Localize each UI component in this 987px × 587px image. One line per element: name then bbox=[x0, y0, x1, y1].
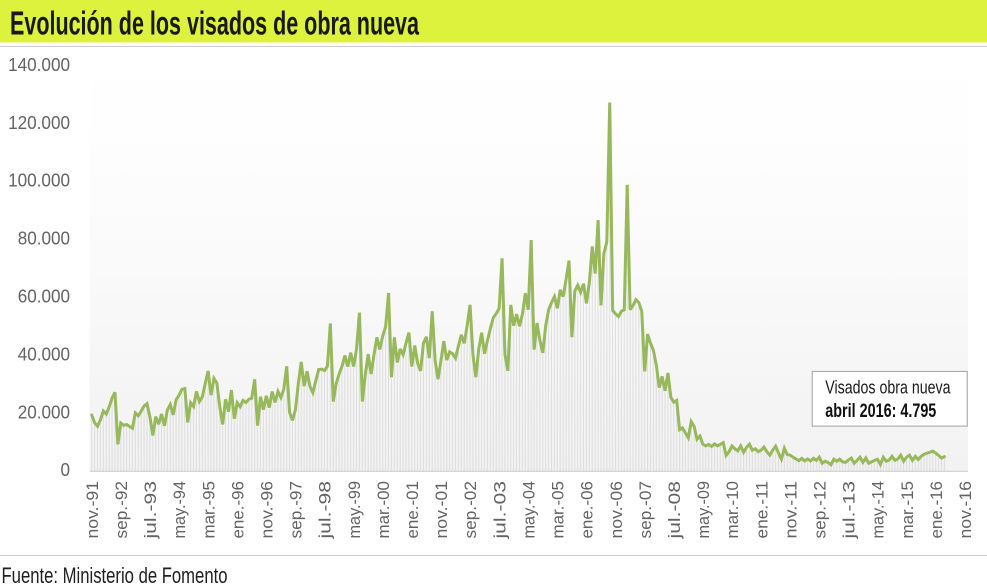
svg-text:ene.-06: ene.-06 bbox=[578, 481, 597, 539]
svg-text:nov.-01: nov.-01 bbox=[432, 481, 451, 539]
svg-text:Visados obra nueva: Visados obra nueva bbox=[825, 377, 951, 397]
svg-text:sep.-12: sep.-12 bbox=[811, 481, 830, 539]
svg-text:may.-04: may.-04 bbox=[519, 481, 538, 539]
svg-text:jul.-13: jul.-13 bbox=[840, 481, 859, 540]
svg-text:may.-94: may.-94 bbox=[170, 481, 189, 539]
svg-text:120.000: 120.000 bbox=[8, 112, 70, 133]
svg-text:ene.-16: ene.-16 bbox=[927, 481, 946, 539]
svg-text:nov.-91: nov.-91 bbox=[83, 481, 102, 539]
svg-text:100.000: 100.000 bbox=[8, 170, 70, 191]
svg-text:may.-14: may.-14 bbox=[869, 481, 888, 539]
svg-text:nov.-96: nov.-96 bbox=[258, 481, 277, 539]
svg-text:80.000: 80.000 bbox=[18, 228, 70, 249]
svg-text:40.000: 40.000 bbox=[18, 343, 70, 364]
svg-text:mar.-15: mar.-15 bbox=[898, 481, 917, 539]
svg-text:ene.-11: ene.-11 bbox=[752, 481, 771, 539]
svg-text:0: 0 bbox=[61, 459, 71, 480]
svg-text:sep.-97: sep.-97 bbox=[287, 481, 306, 539]
svg-text:mar.-05: mar.-05 bbox=[549, 481, 568, 539]
svg-text:jul.-08: jul.-08 bbox=[665, 481, 684, 540]
svg-text:mar.-10: mar.-10 bbox=[723, 481, 742, 539]
svg-text:mar.-95: mar.-95 bbox=[199, 481, 218, 539]
svg-text:Evolución de los visados de ob: Evolución de los visados de obra nueva bbox=[10, 4, 419, 41]
svg-text:jul.-93: jul.-93 bbox=[141, 481, 160, 540]
svg-text:jul.-03: jul.-03 bbox=[490, 481, 509, 540]
svg-text:60.000: 60.000 bbox=[18, 286, 70, 307]
svg-text:may.-09: may.-09 bbox=[694, 481, 713, 539]
svg-text:abril 2016: 4.795: abril 2016: 4.795 bbox=[825, 400, 936, 422]
svg-text:nov.-16: nov.-16 bbox=[956, 481, 975, 539]
svg-text:ene.-96: ene.-96 bbox=[228, 481, 247, 539]
svg-text:sep.-92: sep.-92 bbox=[112, 481, 131, 539]
svg-text:20.000: 20.000 bbox=[18, 401, 70, 422]
svg-text:sep.-07: sep.-07 bbox=[636, 481, 655, 539]
svg-text:mar.-00: mar.-00 bbox=[374, 481, 393, 539]
svg-text:Fuente: Ministerio de Fomento: Fuente: Ministerio de Fomento bbox=[2, 563, 228, 587]
svg-text:sep.-02: sep.-02 bbox=[461, 481, 480, 539]
svg-text:jul.-98: jul.-98 bbox=[316, 481, 335, 540]
svg-text:140.000: 140.000 bbox=[8, 54, 70, 75]
svg-text:nov.-06: nov.-06 bbox=[607, 481, 626, 539]
svg-text:may.-99: may.-99 bbox=[345, 481, 364, 539]
svg-text:nov.-11: nov.-11 bbox=[781, 481, 800, 539]
svg-text:ene.-01: ene.-01 bbox=[403, 481, 422, 539]
